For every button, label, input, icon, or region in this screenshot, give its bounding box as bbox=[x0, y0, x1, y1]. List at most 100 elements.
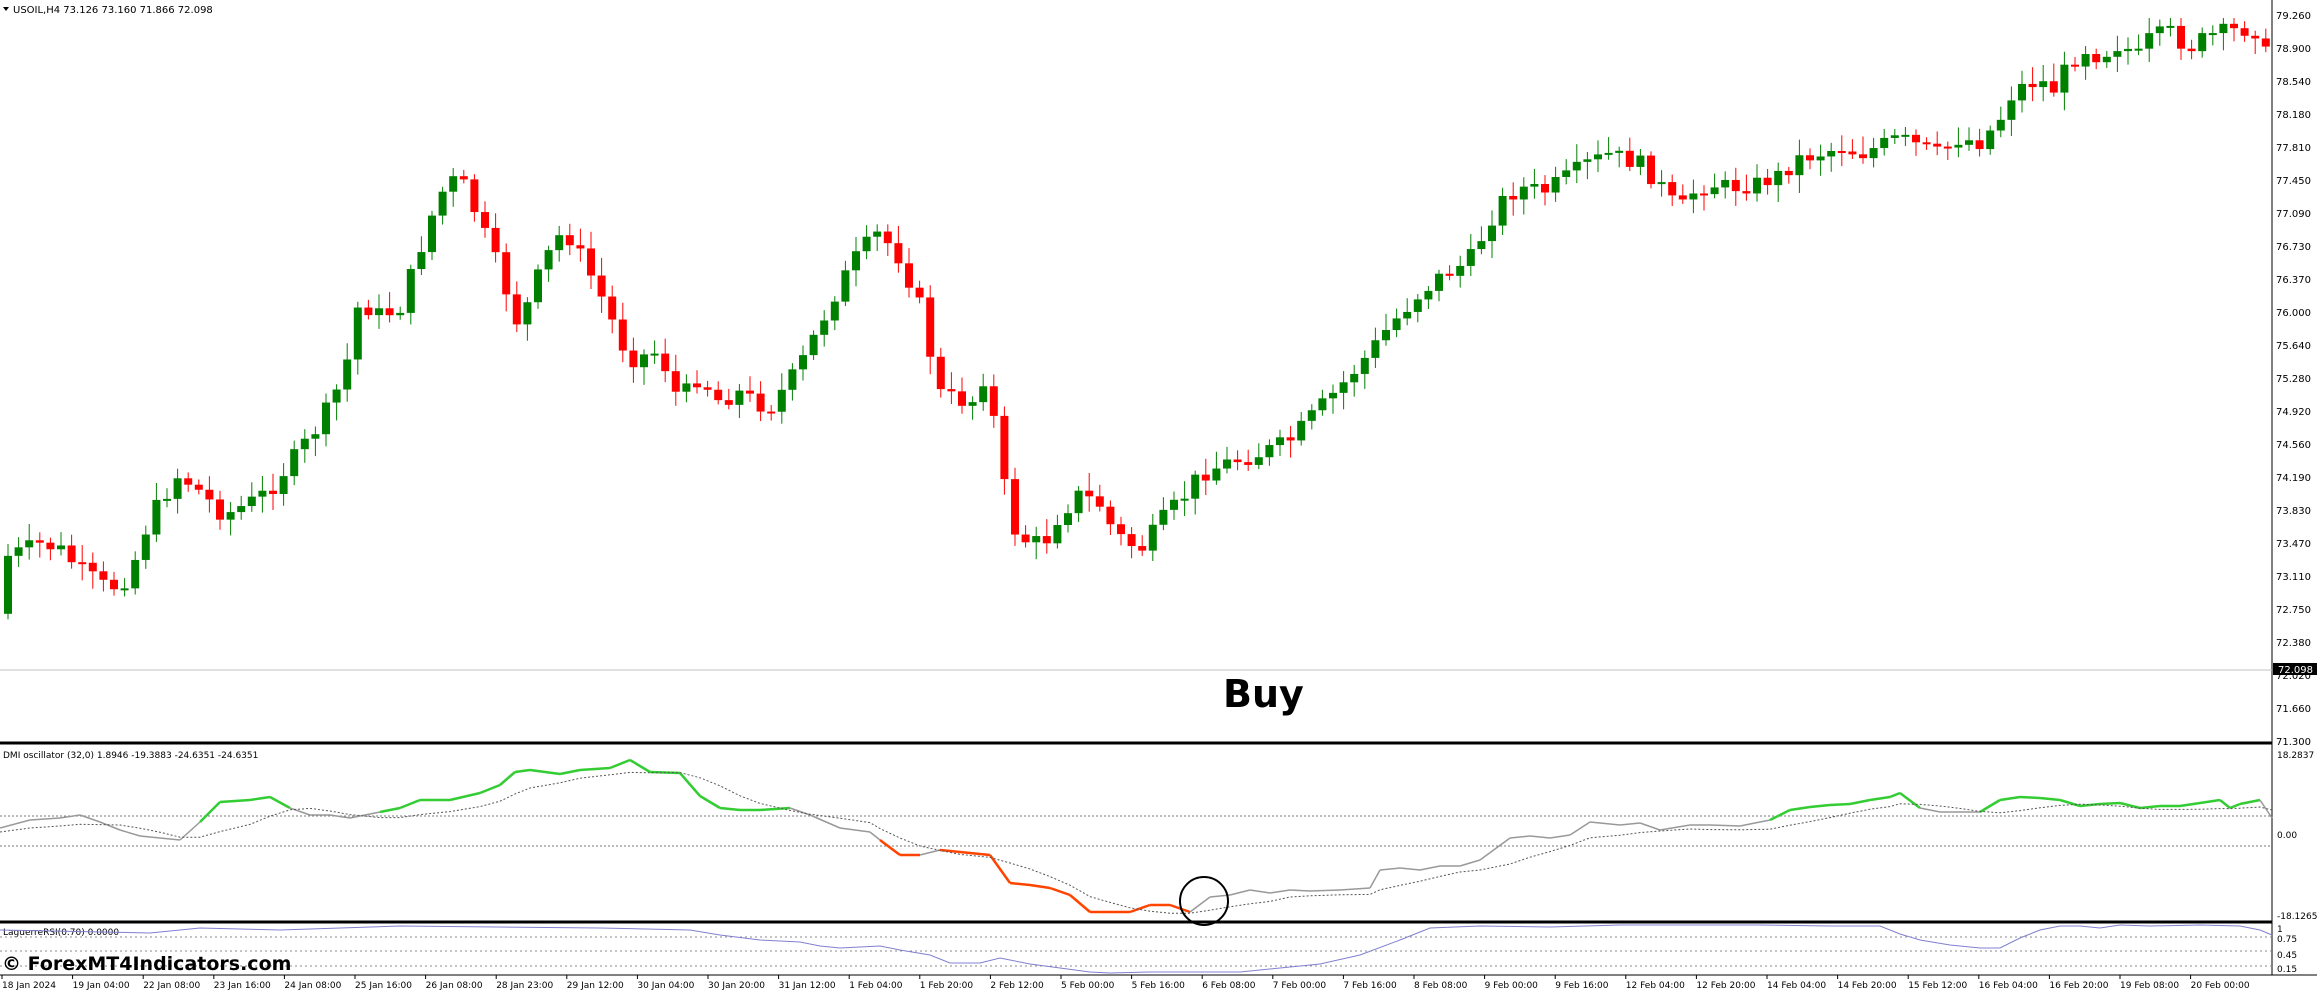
dmi-main-segment bbox=[1479, 837, 1511, 861]
candle-body bbox=[565, 235, 574, 246]
candle-body bbox=[1774, 170, 1783, 186]
candle-body bbox=[1837, 151, 1846, 154]
candle-body bbox=[714, 389, 723, 401]
candle-body bbox=[968, 402, 977, 406]
time-tick-label: 5 Feb 00:00 bbox=[1061, 981, 1115, 990]
laguerre-tick: 0.15 bbox=[2277, 965, 2297, 975]
symbol-menu-triangle-icon[interactable] bbox=[3, 7, 9, 11]
dmi-main-segment bbox=[959, 850, 991, 857]
candle-body bbox=[555, 235, 564, 251]
candle-body bbox=[1011, 479, 1019, 535]
candle-body bbox=[1986, 130, 1995, 150]
dmi-main-segment bbox=[289, 807, 311, 816]
dmi-main-segment bbox=[699, 794, 721, 810]
candle-body bbox=[958, 391, 966, 406]
candle-body bbox=[1466, 249, 1475, 266]
time-tick-label: 20 Feb 00:00 bbox=[2191, 981, 2250, 990]
candle-body bbox=[57, 545, 65, 550]
candle-body bbox=[1604, 152, 1613, 155]
dmi-main-segment bbox=[1849, 798, 1871, 806]
candle-body bbox=[14, 547, 23, 556]
candle-body bbox=[1371, 340, 1380, 358]
dmi-main-segment bbox=[2019, 795, 2041, 800]
dmi-main-segment bbox=[2119, 801, 2141, 810]
dmi-main-segment bbox=[1639, 822, 1661, 831]
candle-body bbox=[576, 245, 585, 249]
dmi-main-segment bbox=[1169, 903, 1191, 914]
dmi-main-segment bbox=[2219, 799, 2231, 809]
candle-body bbox=[629, 350, 638, 368]
price-tick: 73.470 bbox=[2276, 539, 2311, 550]
candle-body bbox=[1170, 499, 1178, 510]
dmi-main-segment bbox=[629, 758, 651, 774]
candle-body bbox=[2071, 64, 2079, 67]
candle-body bbox=[428, 215, 436, 253]
dmi-main-segment bbox=[1529, 835, 1551, 839]
candle-body bbox=[2251, 35, 2260, 39]
candle-body bbox=[1435, 273, 1443, 291]
time-tick-label: 23 Jan 16:00 bbox=[214, 981, 271, 990]
dmi-main-segment bbox=[2199, 798, 2221, 805]
candle-body bbox=[470, 179, 479, 213]
candle-body bbox=[1297, 420, 1306, 441]
candle-body bbox=[247, 496, 256, 507]
dmi-main-segment bbox=[199, 801, 221, 823]
candle-body bbox=[1689, 193, 1698, 200]
candle-body bbox=[1625, 150, 1634, 167]
candle-body bbox=[1339, 382, 1348, 393]
candle-body bbox=[1657, 182, 1666, 185]
time-tick-label: 19 Jan 04:00 bbox=[73, 981, 130, 990]
candle-body bbox=[936, 356, 945, 390]
laguerre-rsi-line bbox=[0, 924, 2273, 974]
candle-body bbox=[777, 389, 786, 412]
candle-body bbox=[396, 312, 405, 316]
candle-body bbox=[650, 353, 659, 356]
dmi-main-segment bbox=[2139, 804, 2161, 810]
dmi-main-segment bbox=[2179, 801, 2201, 808]
time-tick-label: 9 Feb 00:00 bbox=[1485, 981, 1539, 990]
candle-body bbox=[1360, 357, 1369, 374]
candle-body bbox=[830, 301, 839, 321]
time-tick-label: 9 Feb 16:00 bbox=[1555, 981, 1609, 990]
candle-body bbox=[1329, 392, 1337, 399]
time-tick-label: 18 Jan 2024 bbox=[2, 981, 56, 990]
current-price-badge bbox=[2273, 663, 2317, 675]
candle-body bbox=[1254, 457, 1263, 465]
candle-body bbox=[1000, 415, 1009, 480]
candle-body bbox=[2208, 33, 2217, 36]
dmi-main-segment bbox=[1009, 881, 1031, 887]
dmi-main-segment bbox=[139, 835, 161, 839]
candle-body bbox=[417, 252, 426, 270]
candle-body bbox=[1498, 195, 1507, 226]
candle-body bbox=[1784, 170, 1793, 176]
candle-body bbox=[735, 390, 744, 405]
candle-body bbox=[459, 176, 468, 180]
dmi-main-segment bbox=[1709, 824, 1741, 827]
price-tick: 78.900 bbox=[2276, 44, 2311, 55]
dmi-main-segment bbox=[0, 819, 31, 829]
candle-body bbox=[1731, 179, 1740, 192]
dmi-main-segment bbox=[1999, 795, 2021, 802]
candle-body bbox=[915, 287, 924, 298]
dmi-oscillator-lines bbox=[0, 758, 2273, 914]
candle-body bbox=[78, 562, 87, 565]
candle-body bbox=[1424, 290, 1433, 300]
candle-body bbox=[1583, 159, 1592, 162]
time-tick-label: 30 Jan 04:00 bbox=[637, 981, 694, 990]
candle-body bbox=[1541, 183, 1549, 193]
time-tick-label: 16 Feb 20:00 bbox=[2049, 981, 2108, 990]
time-tick-label: 29 Jan 12:00 bbox=[567, 981, 624, 990]
candle-body bbox=[2230, 23, 2238, 29]
candle-body bbox=[809, 334, 818, 356]
candle-body bbox=[194, 484, 203, 490]
dmi-main-segment bbox=[1379, 867, 1401, 871]
dmi-main-segment bbox=[1619, 822, 1641, 826]
dmi-main-segment bbox=[1049, 886, 1071, 897]
price-tick: 71.300 bbox=[2276, 737, 2311, 748]
candle-body bbox=[2081, 54, 2090, 67]
candle-body bbox=[1265, 445, 1274, 458]
candle-body bbox=[1191, 474, 1200, 499]
dmi-main-segment bbox=[1739, 819, 1771, 827]
dmi-tick: -18.1265 bbox=[2277, 912, 2317, 922]
